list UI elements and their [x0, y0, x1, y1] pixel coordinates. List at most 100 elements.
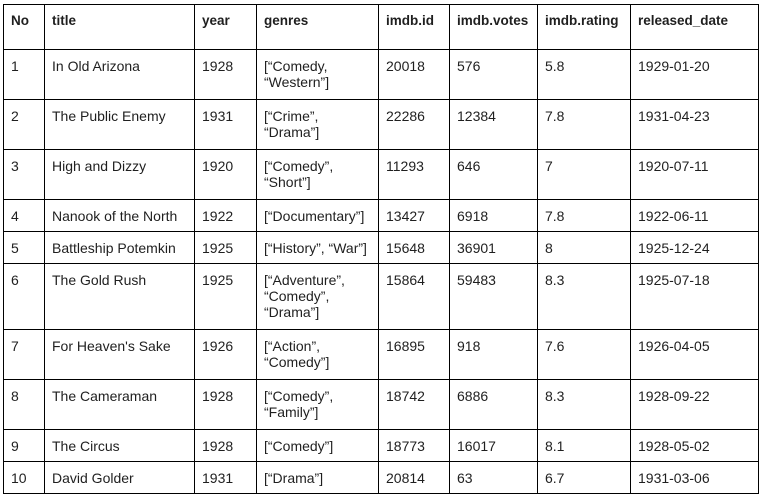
cell-imdb-rating: 7.8 — [537, 199, 631, 232]
header-title: title — [44, 4, 195, 50]
cell-genres: [“Crime”, “Drama”] — [256, 99, 379, 150]
cell-imdb-votes: 59483 — [449, 263, 538, 330]
cell-genres: [“Comedy”] — [256, 429, 379, 462]
cell-year: 1925 — [194, 231, 257, 264]
table-row: 9 The Circus 1928 [“Comedy”] 18773 16017… — [3, 429, 759, 462]
cell-title: High and Dizzy — [44, 149, 195, 200]
cell-genres: [“Action”, “Comedy”] — [256, 329, 379, 380]
table-row: 10 David Golder 1931 [“Drama”] 20814 63 … — [3, 461, 759, 494]
cell-year: 1928 — [194, 49, 257, 100]
cell-imdb-votes: 16017 — [449, 429, 538, 462]
cell-imdb-rating: 8.3 — [537, 263, 631, 330]
genres-line: [“Comedy, — [264, 58, 328, 74]
genres-line: [“Drama”] — [264, 470, 324, 486]
table-row: 4 Nanook of the North 1922 [“Documentary… — [3, 199, 759, 232]
genres-line: “Drama”] — [264, 124, 320, 140]
cell-imdb-id: 11293 — [378, 149, 450, 200]
cell-year: 1926 — [194, 329, 257, 380]
cell-year: 1928 — [194, 429, 257, 462]
cell-no: 9 — [3, 429, 45, 462]
table-row: 8 The Cameraman 1928 [“Comedy”, “Family”]… — [3, 379, 759, 430]
cell-imdb-id: 20814 — [378, 461, 450, 494]
genres-line: “Short”] — [264, 174, 311, 190]
genres-line: [“Action”, — [264, 338, 321, 354]
cell-title: Nanook of the North — [44, 199, 195, 232]
cell-no: 6 — [3, 263, 45, 330]
table-row: 7 For Heaven's Sake 1926 [“Action”, “Come… — [3, 329, 759, 380]
cell-imdb-id: 20018 — [378, 49, 450, 100]
cell-imdb-id: 18742 — [378, 379, 450, 430]
cell-imdb-votes: 63 — [449, 461, 538, 494]
cell-no: 7 — [3, 329, 45, 380]
cell-no: 10 — [3, 461, 45, 494]
genres-line: [“Crime”, — [264, 108, 319, 124]
cell-imdb-votes: 36901 — [449, 231, 538, 264]
cell-released-date: 1929-01-20 — [630, 49, 759, 100]
genres-line: “Western”] — [264, 74, 330, 90]
cell-year: 1928 — [194, 379, 257, 430]
cell-imdb-votes: 646 — [449, 149, 538, 200]
cell-imdb-rating: 5.8 — [537, 49, 631, 100]
genres-line: “Drama”] — [264, 304, 320, 320]
cell-genres: [“Comedy”, “Family”] — [256, 379, 379, 430]
cell-imdb-id: 13427 — [378, 199, 450, 232]
header-imdb-votes: imdb.votes — [449, 4, 538, 50]
cell-imdb-id: 15864 — [378, 263, 450, 330]
cell-no: 8 — [3, 379, 45, 430]
cell-imdb-id: 18773 — [378, 429, 450, 462]
cell-imdb-id: 15648 — [378, 231, 450, 264]
table-row: 2 The Public Enemy 1931 [“Crime”, “Drama”… — [3, 99, 759, 150]
table-row: 1 In Old Arizona 1928 [“Comedy, “Western”… — [3, 49, 759, 100]
genres-line: [“Adventure”, — [264, 272, 345, 288]
cell-no: 1 — [3, 49, 45, 100]
header-no: No — [3, 4, 45, 50]
cell-genres: [“Documentary”] — [256, 199, 379, 232]
cell-released-date: 1920-07-11 — [630, 149, 759, 200]
cell-title: Battleship Potemkin — [44, 231, 195, 264]
cell-imdb-id: 22286 — [378, 99, 450, 150]
cell-title: For Heaven's Sake — [44, 329, 195, 380]
header-year: year — [194, 4, 257, 50]
header-genres: genres — [256, 4, 379, 50]
cell-released-date: 1931-03-06 — [630, 461, 759, 494]
header-row: No title year genres imdb.id imdb.votes … — [3, 4, 759, 50]
cell-genres: [“History”, “War”] — [256, 231, 379, 264]
cell-released-date: 1928-09-22 — [630, 379, 759, 430]
header-released-date: released_date — [630, 4, 759, 50]
cell-released-date: 1931-04-23 — [630, 99, 759, 150]
cell-imdb-votes: 576 — [449, 49, 538, 100]
cell-imdb-rating: 8 — [537, 231, 631, 264]
header-imdb-id: imdb.id — [378, 4, 450, 50]
cell-genres: [“Adventure”, “Comedy”, “Drama”] — [256, 263, 379, 330]
cell-title: In Old Arizona — [44, 49, 195, 100]
cell-imdb-rating: 7.6 — [537, 329, 631, 380]
cell-genres: [“Drama”] — [256, 461, 379, 494]
cell-released-date: 1926-04-05 — [630, 329, 759, 380]
cell-released-date: 1928-05-02 — [630, 429, 759, 462]
cell-no: 2 — [3, 99, 45, 150]
cell-released-date: 1925-12-24 — [630, 231, 759, 264]
movies-table: No title year genres imdb.id imdb.votes … — [3, 4, 759, 494]
cell-no: 5 — [3, 231, 45, 264]
cell-imdb-votes: 6918 — [449, 199, 538, 232]
genres-line: “Comedy”, — [264, 288, 330, 304]
cell-title: The Circus — [44, 429, 195, 462]
cell-no: 4 — [3, 199, 45, 232]
cell-title: The Public Enemy — [44, 99, 195, 150]
cell-year: 1922 — [194, 199, 257, 232]
cell-genres: [“Comedy”, “Short”] — [256, 149, 379, 200]
cell-year: 1920 — [194, 149, 257, 200]
cell-imdb-votes: 12384 — [449, 99, 538, 150]
table-row: 5 Battleship Potemkin 1925 [“History”, “… — [3, 231, 759, 264]
cell-imdb-votes: 918 — [449, 329, 538, 380]
cell-released-date: 1925-07-18 — [630, 263, 759, 330]
cell-imdb-votes: 6886 — [449, 379, 538, 430]
header-imdb-rating: imdb.rating — [537, 4, 631, 50]
cell-imdb-rating: 6.7 — [537, 461, 631, 494]
genres-line: [“History”, “War”] — [264, 240, 367, 256]
genres-line: “Family”] — [264, 404, 319, 420]
cell-imdb-rating: 7 — [537, 149, 631, 200]
cell-imdb-rating: 8.3 — [537, 379, 631, 430]
cell-title: David Golder — [44, 461, 195, 494]
cell-imdb-rating: 7.8 — [537, 99, 631, 150]
